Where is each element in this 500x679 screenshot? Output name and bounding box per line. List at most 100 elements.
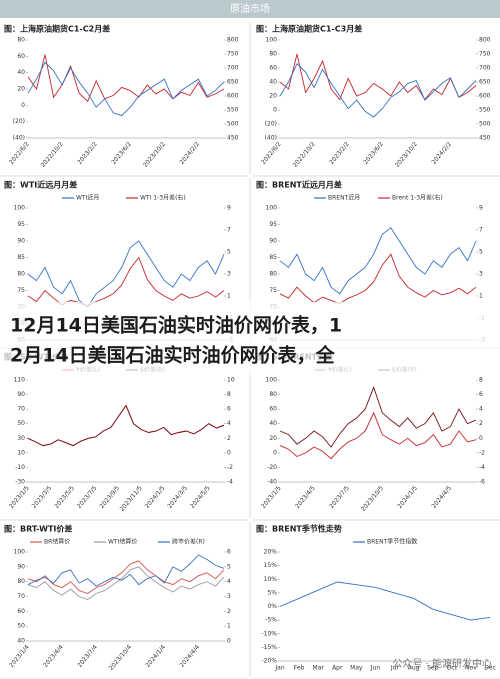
y-tick-label: -20% [261,658,277,665]
x-tick-label: 2023/10/4 [108,644,133,672]
x-tick-label: 2023/7/5 [76,485,99,510]
x-tick-label: 2023/1/4 [8,644,31,669]
y-tick-label: 100 [266,205,278,212]
x-tick-label: 2023/5/5 [53,485,76,510]
y-tick-label: -10% [261,630,277,637]
y-tick-label: 60 [269,65,277,72]
y-tick-label: 20 [269,435,277,442]
y-tick-label: -5% [265,617,277,624]
y-tick-label: 40 [269,79,277,86]
y-tick-label: 10 [17,449,25,456]
series-line [27,566,225,601]
y-tick-label: 30 [17,435,25,442]
y2-tick-label: 2 [227,435,231,442]
y-tick-label: 20 [17,86,25,93]
x-tick-label: 2023/6/2 [362,141,385,166]
x-tick-label: 2023/2/2 [76,141,99,166]
x-tick-label: Oct [447,665,458,672]
x-tick-label: 2022/10/2 [40,141,65,169]
y-tick-label: 0 [273,107,277,114]
legend-label: WTI近月 [76,194,99,202]
x-tick-label: Jul [390,665,399,672]
y2-tick-label: 0 [227,638,231,645]
y-tick-label: 75 [17,287,25,294]
chart-title: 图：WTI近远月月差 [4,180,77,190]
x-tick-label: 2023/6/2 [110,141,133,166]
header-title: 原油市场 [230,2,270,15]
chart-title: 图：上海原油期货C1-C3月差 [256,24,362,34]
y2-tick-label: 750 [227,51,239,58]
y2-tick-label: 3 [479,271,483,278]
x-tick-label: May [350,665,363,672]
y-tick-label: -15% [261,644,277,651]
x-tick-label: 2023/3/5 [31,485,54,510]
y-tick-label: 60 [269,406,277,413]
x-tick-label: 2022/6/2 [8,141,31,166]
x-tick-label: Jan [274,665,284,672]
chart-title: 图：BRT-WTI价差 [4,524,72,534]
overlay-title: 2月14日美国石油实时油价网价表，全 [10,344,336,367]
y2-tick-label: 5 [227,563,231,570]
x-tick-label: 2024/5/5 [189,485,212,510]
y-tick-label: 50 [17,623,25,630]
x-tick-label: Mar [313,665,325,672]
x-tick-label: Nov [465,665,477,672]
y-tick-label: 85 [17,254,25,261]
series-line [27,404,225,447]
y2-tick-label: 5 [479,249,483,256]
x-tick-label: Sep [427,665,439,672]
y-tick-label: 90 [17,238,25,245]
x-tick-label: 2023/7/5 [328,485,351,510]
y2-tick-label: 0 [227,449,231,456]
overlay-title: 12月14日美国石油实时油价网价表，1 [10,314,342,337]
y-tick-label: 80 [269,51,277,58]
y-tick-label: (20) [265,121,277,128]
y-tick-label: 70 [17,406,25,413]
y2-tick-label: 1 [479,293,483,300]
y2-tick-label: 3 [227,593,231,600]
y-tick-label: 50 [17,420,25,427]
y-tick-label: 0 [21,102,25,109]
y2-tick-label: 6 [227,406,231,413]
y2-tick-label: 7 [479,227,483,234]
y-tick-label: (40) [265,135,277,142]
x-tick-label: 2023/10/2 [394,141,419,169]
y2-tick-label: 3 [227,271,231,278]
y2-tick-label: 500 [479,121,491,128]
series-line [27,554,225,587]
y2-tick-label: -4 [479,464,485,471]
y2-tick-label: 6 [227,549,231,556]
y2-tick-label: 9 [227,205,231,212]
legend-label: BR结算价 [44,538,70,546]
y2-tick-label: 10 [227,377,235,384]
chart-title: 图：BRENT季节性走势 [256,524,342,534]
y-tick-label: 5% [267,589,277,596]
x-tick-label: 2024/1/4 [144,644,167,669]
y-tick-label: 110 [14,377,26,384]
y-tick-label: 100 [266,377,278,384]
y2-tick-label: 1 [227,623,231,630]
y2-tick-label: 500 [227,121,239,128]
y2-tick-label: 800 [479,37,491,44]
x-tick-label: Aug [408,665,420,672]
legend-label: WTI结算价 [108,538,137,546]
y2-tick-label: 700 [227,65,239,72]
y-tick-label: 95 [269,221,277,228]
series-line [279,63,477,118]
legend-label: WTI 1-3月差(右) [140,194,186,202]
y2-tick-label: 450 [227,135,239,142]
y2-tick-label: -2 [227,464,233,471]
y-tick-label: 80 [269,271,277,278]
y2-tick-label: 9 [479,205,483,212]
y2-tick-label: 650 [227,79,239,86]
y2-tick-label: -6 [479,479,485,486]
y-tick-label: 80 [17,578,25,585]
x-tick-label: 2023/11/5 [119,485,144,513]
x-tick-label: 2023/1/5 [260,485,283,510]
y2-tick-label: 6 [479,391,483,398]
series-line [279,385,477,448]
y-tick-label: 90 [269,238,277,245]
series-line [27,256,225,307]
y-tick-label: 75 [269,287,277,294]
series-line [279,53,477,101]
